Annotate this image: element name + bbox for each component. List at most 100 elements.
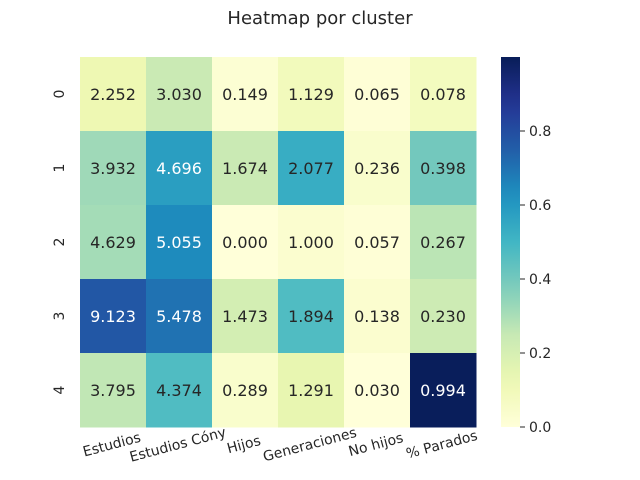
cell-rect	[344, 57, 411, 132]
heatmap-cell: 3.932	[80, 131, 147, 206]
cell-value-label: 0.267	[420, 233, 466, 252]
heatmap-cell: 5.478	[146, 279, 213, 354]
cell-rect	[344, 131, 411, 206]
cell-rect	[212, 353, 279, 428]
x-tick-label: Generaciones	[261, 425, 358, 465]
cell-rect	[344, 279, 411, 354]
y-tick-label: 0	[52, 90, 68, 99]
cell-rect	[146, 205, 213, 280]
cell-value-label: 5.478	[156, 307, 202, 326]
heatmap-cell: 9.123	[80, 279, 147, 354]
cell-rect	[80, 205, 147, 280]
cell-rect	[212, 279, 279, 354]
cell-rect	[80, 353, 147, 428]
colorbar-tick: 0.6	[520, 198, 551, 214]
cell-value-label: 0.030	[354, 381, 400, 400]
cell-rect	[146, 57, 213, 132]
cell-value-label: 3.932	[90, 159, 136, 178]
heatmap-cell: 1.894	[278, 279, 345, 354]
cell-rect	[344, 353, 411, 428]
colorbar-tick-label: 0.0	[529, 420, 551, 436]
cell-rect	[344, 205, 411, 280]
cell-rect	[212, 205, 279, 280]
heatmap-cell: 0.065	[344, 57, 411, 132]
cell-rect	[212, 131, 279, 206]
heatmap-cell: 2.077	[278, 131, 345, 206]
cell-value-label: 0.398	[420, 159, 466, 178]
cell-value-label: 5.055	[156, 233, 202, 252]
heatmap-cell: 4.696	[146, 131, 213, 206]
colorbar-tick-label: 0.4	[529, 272, 551, 288]
cell-value-label: 3.030	[156, 85, 202, 104]
y-tick-label: 1	[52, 164, 68, 173]
y-tick-label: 3	[52, 312, 68, 321]
cell-rect	[212, 57, 279, 132]
cell-rect	[410, 131, 477, 206]
cell-value-label: 1.000	[288, 233, 334, 252]
x-tick-label: % Parados	[405, 428, 480, 462]
heatmap-cell: 1.129	[278, 57, 345, 132]
heatmap-cell: 0.138	[344, 279, 411, 354]
cell-value-label: 2.077	[288, 159, 334, 178]
cell-rect	[410, 205, 477, 280]
cell-value-label: 1.291	[288, 381, 334, 400]
cell-value-label: 0.236	[354, 159, 400, 178]
cell-value-label: 4.374	[156, 381, 202, 400]
cell-rect	[410, 57, 477, 132]
cell-rect	[146, 279, 213, 354]
heatmap-cell: 1.000	[278, 205, 345, 280]
y-tick-label: 4	[52, 385, 68, 394]
cell-value-label: 0.994	[420, 381, 466, 400]
cell-rect	[278, 205, 345, 280]
colorbar-tick-label: 0.2	[529, 346, 551, 362]
heatmap-cell: 0.030	[344, 353, 411, 428]
cell-value-label: 0.289	[222, 381, 268, 400]
heatmap-cell: 1.674	[212, 131, 279, 206]
x-tick-label: Estudios Cóny	[128, 425, 228, 466]
colorbar-gradient	[501, 57, 520, 427]
heatmap-cell: 0.057	[344, 205, 411, 280]
heatmap-cell: 0.230	[410, 279, 477, 354]
cell-value-label: 0.230	[420, 307, 466, 326]
colorbar-tick: 0.2	[520, 346, 551, 362]
cell-rect	[278, 279, 345, 354]
cell-rect	[410, 353, 477, 428]
heatmap-cell: 4.374	[146, 353, 213, 428]
y-tick-label: 2	[52, 238, 68, 247]
cell-value-label: 0.065	[354, 85, 400, 104]
cell-rect	[146, 353, 213, 428]
cell-rect	[410, 279, 477, 354]
colorbar-tick-label: 0.8	[529, 124, 551, 140]
heatmap-cell: 0.000	[212, 205, 279, 280]
cell-rect	[278, 353, 345, 428]
colorbar: 0.0 0.2 0.4 0.6 0.8	[501, 57, 551, 436]
colorbar-tick: 0.8	[520, 124, 551, 140]
cell-value-label: 0.138	[354, 307, 400, 326]
heatmap-cells: 2.252 3.030 0.149 1.129 0.065 0.078 3.932 4.696…	[80, 57, 477, 428]
cell-value-label: 1.894	[288, 307, 334, 326]
heatmap-cell: 1.291	[278, 353, 345, 428]
cell-value-label: 0.057	[354, 233, 400, 252]
cell-value-label: 0.000	[222, 233, 268, 252]
cell-value-label: 2.252	[90, 85, 136, 104]
heatmap-cell: 0.149	[212, 57, 279, 132]
y-axis-ticks: 0 1 2 3 4	[52, 90, 68, 395]
cell-rect	[80, 131, 147, 206]
colorbar-tick-label: 0.6	[529, 198, 551, 214]
cell-value-label: 1.129	[288, 85, 334, 104]
cell-value-label: 3.795	[90, 381, 136, 400]
cell-value-label: 1.674	[222, 159, 268, 178]
cell-rect	[278, 131, 345, 206]
heatmap-cell: 0.398	[410, 131, 477, 206]
heatmap-cell: 1.473	[212, 279, 279, 354]
cell-value-label: 4.696	[156, 159, 202, 178]
cell-rect	[80, 279, 147, 354]
cell-value-label: 1.473	[222, 307, 268, 326]
colorbar-tick: 0.4	[520, 272, 551, 288]
cell-rect	[146, 131, 213, 206]
x-tick-label: Hijos	[225, 433, 262, 457]
cell-rect	[80, 57, 147, 132]
heatmap-cell: 4.629	[80, 205, 147, 280]
heatmap-cell: 0.236	[344, 131, 411, 206]
